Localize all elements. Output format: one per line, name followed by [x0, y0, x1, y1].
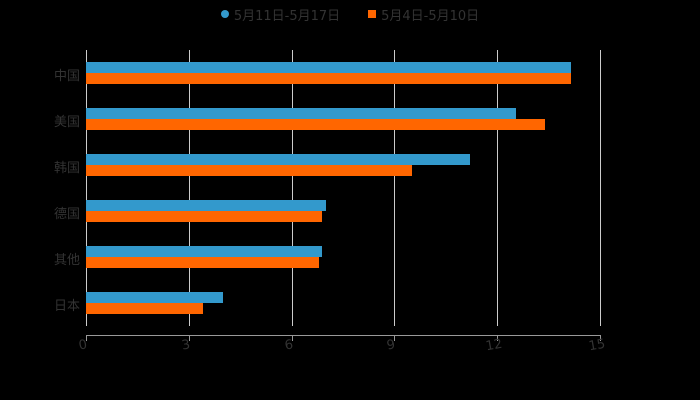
legend-label: 5月11日-5月17日	[233, 8, 341, 24]
bar[interactable]	[86, 62, 571, 73]
category-label: 中国	[53, 69, 80, 84]
bar[interactable]	[86, 73, 571, 84]
x-tick-label: 12	[484, 336, 504, 355]
x-tick	[86, 335, 87, 341]
category-label: 其他	[53, 253, 80, 268]
x-tick-label: 6	[283, 337, 294, 354]
gridline	[86, 50, 87, 326]
bar[interactable]	[86, 257, 319, 268]
gridline	[291, 50, 293, 326]
gridline	[600, 50, 601, 326]
gridline	[188, 50, 190, 326]
x-tick	[394, 335, 396, 341]
legend: 5月11日-5月17日 5月4日-5月10日	[0, 4, 700, 24]
bar[interactable]	[86, 211, 323, 222]
bar[interactable]	[86, 165, 412, 176]
x-axis	[86, 335, 600, 336]
legend-item-week1[interactable]: 5月4日-5月10日	[368, 4, 479, 24]
x-tick	[291, 335, 293, 341]
category-label: 德国	[53, 207, 80, 222]
category-label: 日本	[53, 299, 80, 314]
x-tick	[600, 335, 601, 341]
x-tick-label: 15	[587, 336, 607, 355]
x-tick	[497, 335, 499, 341]
x-tick	[188, 335, 190, 341]
bar[interactable]	[86, 303, 203, 314]
category-label: 韩国	[53, 161, 80, 176]
gridline	[394, 50, 396, 326]
bar[interactable]	[86, 119, 546, 130]
legend-square-icon	[368, 10, 377, 18]
category-label: 美国	[53, 115, 80, 130]
legend-circle-icon	[220, 10, 229, 18]
bar[interactable]	[86, 246, 323, 257]
bar[interactable]	[86, 154, 470, 165]
bar[interactable]	[86, 108, 517, 119]
legend-item-week2[interactable]: 5月11日-5月17日	[220, 4, 341, 24]
bar[interactable]	[86, 200, 326, 211]
gridline	[497, 50, 499, 326]
bar[interactable]	[86, 292, 224, 303]
legend-label: 5月4日-5月10日	[381, 8, 480, 24]
